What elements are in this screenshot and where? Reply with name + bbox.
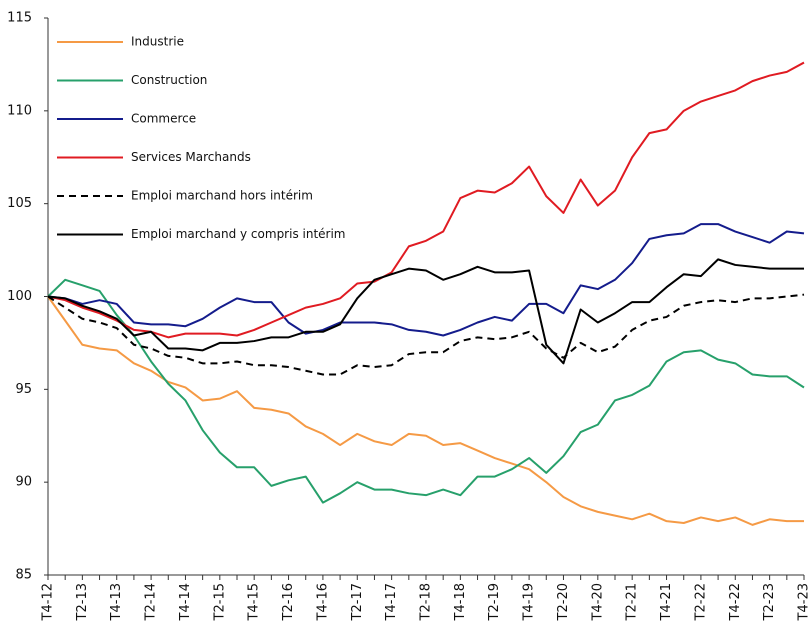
y-tick-label: 115 — [7, 11, 32, 26]
x-tick-label: T2-18 — [419, 583, 434, 621]
x-tick-label: T2-23 — [762, 583, 777, 621]
x-tick-label: T4-21 — [659, 583, 674, 621]
y-tick-label: 95 — [15, 382, 32, 397]
x-tick-label: T2-14 — [144, 583, 159, 621]
legend-label: Emploi marchand hors intérim — [131, 189, 313, 203]
x-tick-label: T4-15 — [247, 583, 262, 621]
x-tick-label: T2-21 — [625, 583, 640, 621]
x-tick-label: T4-12 — [41, 583, 56, 621]
x-tick-label: T2-22 — [693, 583, 708, 621]
x-tick-label: T2-19 — [487, 583, 502, 621]
series-line — [48, 259, 804, 363]
x-tick-label: T2-20 — [556, 583, 571, 621]
series-line — [48, 280, 804, 503]
y-tick-label: 90 — [15, 475, 32, 490]
legend-label: Emploi marchand y compris intérim — [131, 227, 346, 241]
legend-label: Industrie — [131, 35, 184, 49]
y-tick-label: 110 — [7, 103, 32, 118]
legend-label: Services Marchands — [131, 150, 251, 164]
x-tick-label: T4-14 — [178, 583, 193, 621]
x-tick-label: T4-18 — [453, 583, 468, 621]
x-tick-label: T4-16 — [315, 583, 330, 621]
x-tick-label: T4-19 — [522, 583, 537, 621]
legend-label: Commerce — [131, 112, 196, 126]
x-tick-label: T2-15 — [212, 583, 227, 621]
series-line — [48, 297, 804, 525]
x-tick-label: T2-16 — [281, 583, 296, 621]
x-tick-label: T4-20 — [590, 583, 605, 621]
x-tick-label: T4-22 — [728, 583, 743, 621]
y-tick-label: 105 — [7, 196, 32, 211]
x-tick-label: T4-17 — [384, 583, 399, 621]
x-tick-label: T4-13 — [109, 583, 124, 621]
x-tick-label: T2-17 — [350, 583, 365, 621]
legend-label: Construction — [131, 73, 207, 87]
y-tick-label: 85 — [15, 568, 32, 583]
x-tick-label: T4-23 — [797, 583, 811, 621]
y-tick-label: 100 — [7, 289, 32, 304]
x-tick-label: T2-13 — [75, 583, 90, 621]
